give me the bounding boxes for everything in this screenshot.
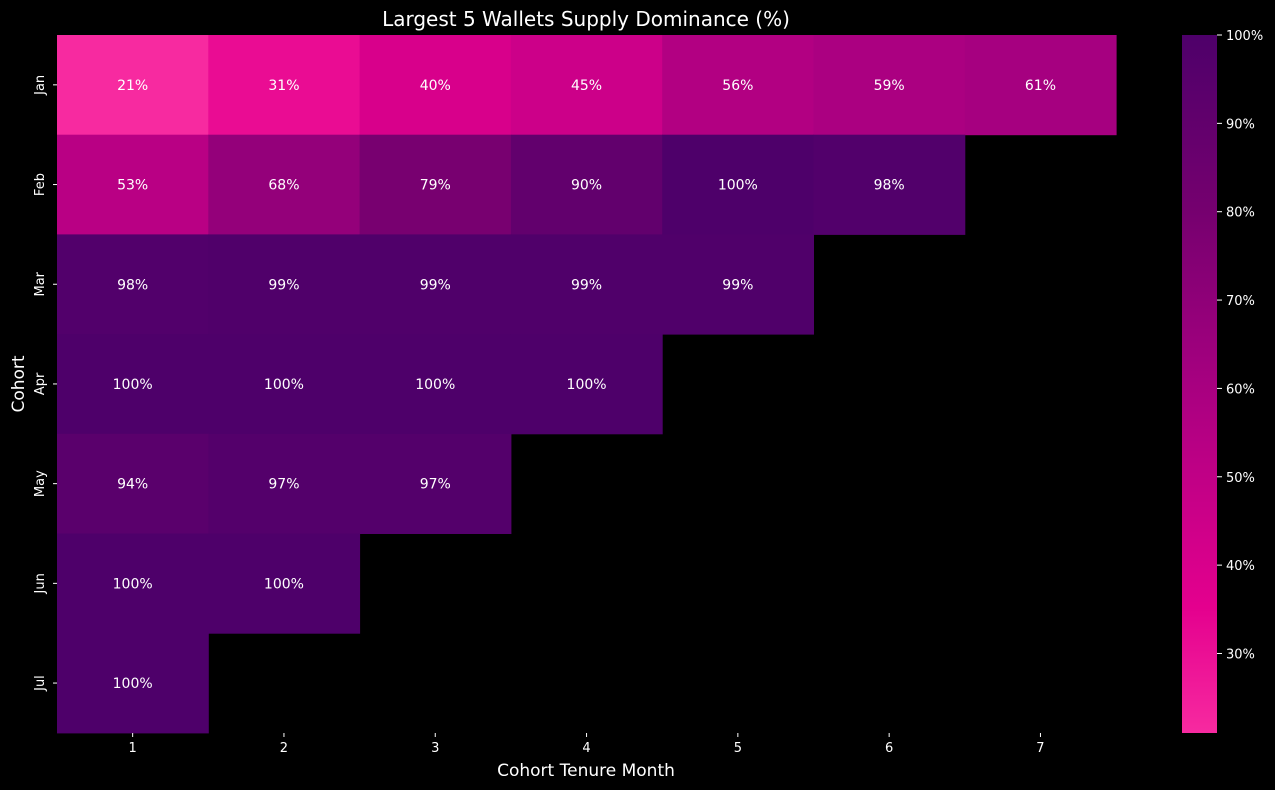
heatmap-cell: [359, 334, 512, 435]
heatmap-cell: [359, 35, 512, 136]
y-axis-ticks: Jan Feb Mar Apr May Jun Jul: [33, 75, 57, 692]
cell-value-label: 100%: [264, 576, 304, 592]
x-tick-label: 6: [885, 741, 893, 756]
cell-value-label: 40%: [420, 78, 451, 94]
cell-value-label: 100%: [415, 377, 455, 393]
heatmap-cell: [57, 234, 209, 335]
cell-value-label: 100%: [264, 377, 304, 393]
cell-value-label: 61%: [1025, 78, 1056, 94]
y-tick-label: Apr: [33, 372, 48, 395]
cell-value-label: 68%: [268, 178, 299, 194]
heatmap-cell: [662, 134, 814, 235]
chart-title: Largest 5 Wallets Supply Dominance (%): [382, 7, 790, 31]
heatmap-cell: [964, 35, 1117, 136]
heatmap-cell: [662, 234, 814, 335]
y-tick-label: Jun: [33, 573, 48, 594]
heatmap-cell: [57, 334, 209, 435]
cell-value-label: 99%: [571, 277, 602, 293]
cell-value-label: 53%: [117, 178, 148, 194]
y-tick-label: Jul: [33, 675, 48, 692]
cell-value-label: 45%: [571, 78, 602, 94]
cell-value-label: 56%: [722, 78, 753, 94]
heatmap-cell: [208, 134, 361, 235]
cell-value-label: 97%: [268, 477, 299, 493]
heatmap-cell: [359, 433, 512, 534]
x-axis-label: Cohort Tenure Month: [497, 761, 675, 781]
cell-value-label: 59%: [874, 78, 905, 94]
cell-value-label: 99%: [420, 277, 451, 293]
heatmap-cell: [57, 533, 209, 634]
colorbar-tick-label: 40%: [1226, 559, 1255, 574]
heatmap-cell: [208, 533, 361, 634]
x-tick-label: 1: [129, 741, 137, 756]
y-tick-label: Mar: [33, 271, 48, 296]
y-tick-label: Jan: [33, 75, 48, 96]
colorbar-tick-label: 50%: [1226, 471, 1255, 486]
colorbar-tick-label: 70%: [1226, 294, 1255, 309]
cell-value-label: 100%: [113, 377, 153, 393]
colorbar-tick-label: 80%: [1226, 206, 1255, 221]
cell-value-label: 98%: [874, 178, 905, 194]
cell-value-label: 100%: [113, 576, 153, 592]
x-tick-label: 3: [431, 741, 439, 756]
cell-value-label: 98%: [117, 277, 148, 293]
x-tick-label: 5: [734, 741, 742, 756]
cell-value-label: 100%: [718, 178, 758, 194]
heatmap-cell: [57, 433, 209, 534]
colorbar: [1182, 35, 1217, 733]
heatmap-cell: [662, 35, 814, 136]
heatmap-cell: [510, 234, 663, 335]
heatmap-cell: [208, 234, 361, 335]
cell-value-label: 100%: [567, 377, 607, 393]
heatmap-cell: [813, 134, 966, 235]
cell-value-label: 99%: [722, 277, 753, 293]
cell-value-label: 94%: [117, 477, 148, 493]
colorbar-tick-label: 60%: [1226, 382, 1255, 397]
cell-value-label: 21%: [117, 78, 148, 94]
y-axis-label: Cohort: [9, 355, 29, 412]
heatmap-cell: [208, 35, 361, 136]
cell-value-label: 97%: [420, 477, 451, 493]
cell-value-label: 100%: [113, 676, 153, 692]
heatmap-cell: [57, 633, 209, 734]
x-tick-label: 2: [280, 741, 288, 756]
x-axis-ticks: 1 2 3 4 5 6 7: [129, 733, 1045, 756]
y-tick-label: Feb: [33, 173, 48, 196]
cell-value-label: 99%: [268, 277, 299, 293]
heatmap-cell: [510, 334, 663, 435]
heatmap-cell: [208, 334, 361, 435]
colorbar-tick-label: 90%: [1226, 117, 1255, 132]
y-tick-label: May: [33, 470, 48, 497]
x-tick-label: 7: [1036, 741, 1044, 756]
heatmap-cell: [57, 134, 209, 235]
heatmap-cell: [359, 234, 512, 335]
cell-value-label: 31%: [268, 78, 299, 94]
cell-value-label: 79%: [420, 178, 451, 194]
heatmap-cell: [813, 35, 966, 136]
cell-value-label: 90%: [571, 178, 602, 194]
colorbar-ticks: 30% 40% 50% 60% 70% 80% 90% 100%: [1217, 29, 1263, 662]
heatmap-cell: [510, 35, 663, 136]
heatmap-cell: [510, 134, 663, 235]
x-tick-label: 4: [582, 741, 590, 756]
colorbar-tick-label: 30%: [1226, 647, 1255, 662]
heatmap-cell: [359, 134, 512, 235]
heatmap-cells: 21% 31% 40% 45% 56% 59% 61% 53% 68% 79% 90% 100% 98%…: [57, 35, 1117, 734]
heatmap-cell: [57, 35, 209, 136]
colorbar-tick-label: 100%: [1226, 29, 1263, 44]
heatmap-cell: [208, 433, 361, 534]
